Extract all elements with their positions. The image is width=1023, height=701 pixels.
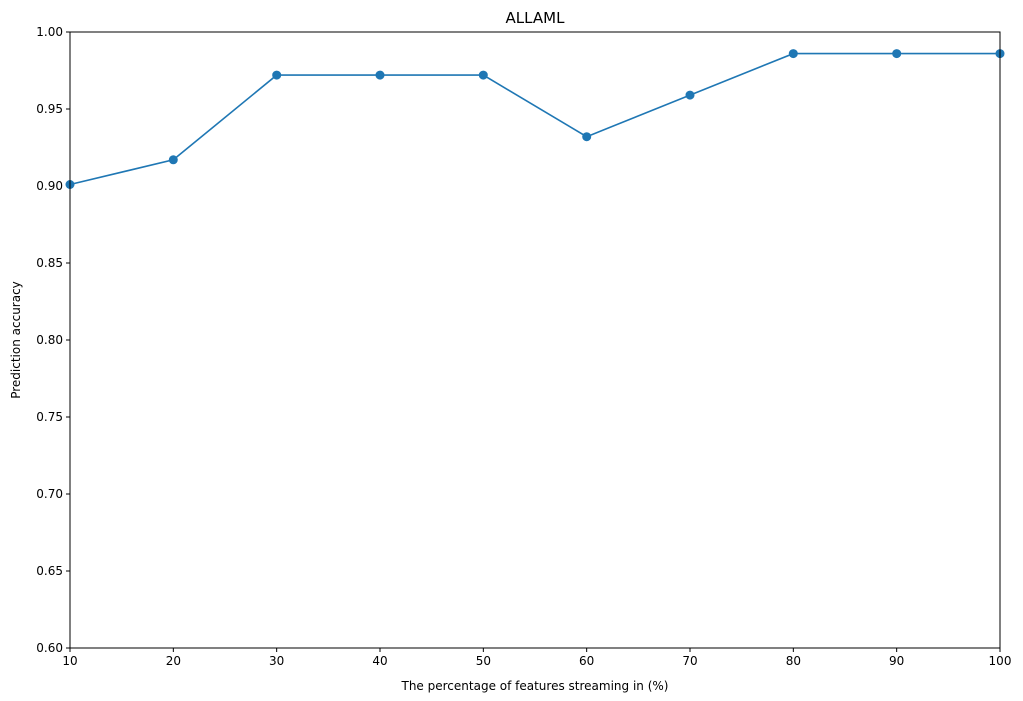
y-tick-label: 0.60 bbox=[36, 641, 63, 655]
plot-frame bbox=[69, 31, 1001, 649]
y-tick-label: 0.70 bbox=[36, 487, 63, 501]
x-tick-label: 70 bbox=[682, 654, 697, 668]
x-axis-ticks: 10 20 30 40 50 60 70 80 90 100 bbox=[62, 648, 1011, 668]
chart-title: ALLAML bbox=[506, 9, 566, 27]
y-tick-label: 0.65 bbox=[36, 564, 63, 578]
x-tick-label: 80 bbox=[786, 654, 801, 668]
y-axis-label: Prediction accuracy bbox=[9, 281, 23, 399]
x-axis-label: The percentage of features streaming in … bbox=[401, 679, 669, 693]
data-point bbox=[582, 132, 592, 142]
series-points bbox=[65, 49, 1005, 189]
y-axis-ticks: 0.60 0.65 0.70 0.75 0.80 0.85 0.90 0.95 1.00 bbox=[36, 25, 70, 655]
y-tick-label: 0.85 bbox=[36, 256, 63, 270]
data-point bbox=[272, 70, 282, 80]
data-point bbox=[685, 90, 695, 100]
data-point bbox=[478, 70, 488, 80]
data-point bbox=[892, 49, 902, 59]
y-tick-label: 0.80 bbox=[36, 333, 63, 347]
data-point bbox=[375, 70, 385, 80]
x-tick-label: 20 bbox=[166, 654, 181, 668]
x-tick-label: 90 bbox=[889, 654, 904, 668]
y-tick-label: 0.75 bbox=[36, 410, 63, 424]
x-tick-label: 40 bbox=[372, 654, 387, 668]
y-tick-label: 1.00 bbox=[36, 25, 63, 39]
y-tick-label: 0.90 bbox=[36, 179, 63, 193]
x-tick-label: 50 bbox=[476, 654, 491, 668]
x-tick-label: 10 bbox=[62, 654, 77, 668]
y-tick-label: 0.95 bbox=[36, 102, 63, 116]
data-point bbox=[788, 49, 798, 59]
x-tick-label: 30 bbox=[269, 654, 284, 668]
data-point bbox=[168, 155, 178, 165]
x-tick-label: 60 bbox=[579, 654, 594, 668]
x-tick-label: 100 bbox=[989, 654, 1012, 668]
series-line bbox=[69, 52, 1000, 186]
